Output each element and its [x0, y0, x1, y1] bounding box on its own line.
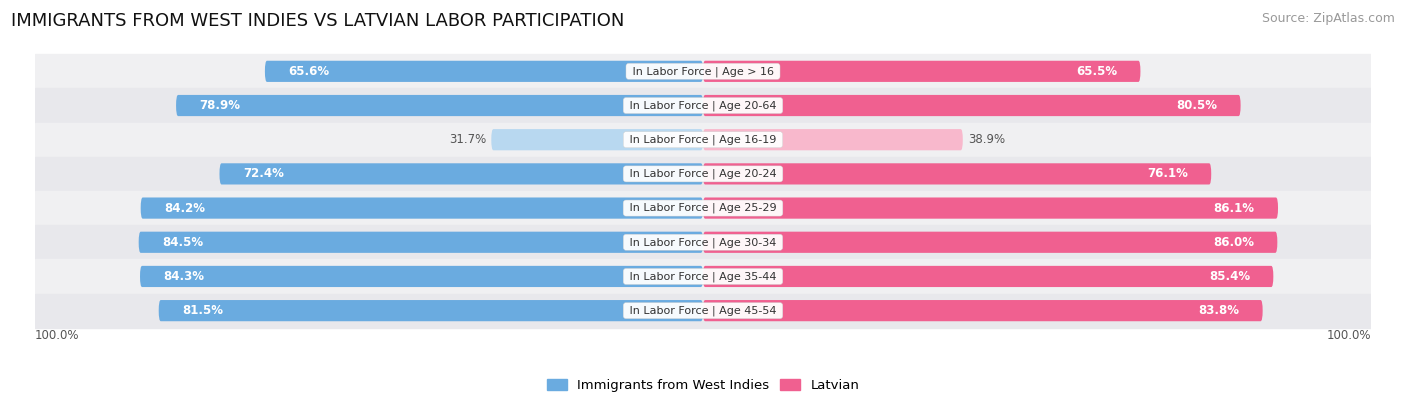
FancyBboxPatch shape: [703, 163, 1211, 184]
Text: In Labor Force | Age 20-24: In Labor Force | Age 20-24: [626, 169, 780, 179]
Text: 65.5%: 65.5%: [1076, 65, 1118, 78]
FancyBboxPatch shape: [703, 95, 1240, 116]
Text: 100.0%: 100.0%: [1326, 329, 1371, 342]
Text: 84.5%: 84.5%: [162, 236, 202, 249]
Text: In Labor Force | Age 25-29: In Labor Force | Age 25-29: [626, 203, 780, 213]
FancyBboxPatch shape: [703, 61, 1140, 82]
Text: 76.1%: 76.1%: [1147, 167, 1188, 181]
Text: Source: ZipAtlas.com: Source: ZipAtlas.com: [1261, 12, 1395, 25]
Text: 72.4%: 72.4%: [243, 167, 284, 181]
Text: 84.2%: 84.2%: [165, 201, 205, 214]
FancyBboxPatch shape: [264, 61, 703, 82]
Text: In Labor Force | Age 45-54: In Labor Force | Age 45-54: [626, 305, 780, 316]
Text: 83.8%: 83.8%: [1198, 304, 1239, 317]
FancyBboxPatch shape: [139, 232, 703, 253]
Bar: [35, 54, 1371, 88]
FancyBboxPatch shape: [159, 300, 703, 321]
Bar: [35, 225, 1371, 260]
Text: In Labor Force | Age 20-64: In Labor Force | Age 20-64: [626, 100, 780, 111]
FancyBboxPatch shape: [141, 198, 703, 219]
Text: In Labor Force | Age 35-44: In Labor Force | Age 35-44: [626, 271, 780, 282]
Text: In Labor Force | Age 30-34: In Labor Force | Age 30-34: [626, 237, 780, 248]
Bar: [35, 260, 1371, 293]
Text: 38.9%: 38.9%: [969, 133, 1005, 146]
Text: IMMIGRANTS FROM WEST INDIES VS LATVIAN LABOR PARTICIPATION: IMMIGRANTS FROM WEST INDIES VS LATVIAN L…: [11, 12, 624, 30]
Text: 86.1%: 86.1%: [1213, 201, 1254, 214]
Text: In Labor Force | Age > 16: In Labor Force | Age > 16: [628, 66, 778, 77]
Text: 31.7%: 31.7%: [449, 133, 486, 146]
Bar: [35, 293, 1371, 328]
FancyBboxPatch shape: [219, 163, 703, 184]
FancyBboxPatch shape: [176, 95, 703, 116]
FancyBboxPatch shape: [703, 129, 963, 150]
Text: 86.0%: 86.0%: [1213, 236, 1254, 249]
Text: 78.9%: 78.9%: [200, 99, 240, 112]
FancyBboxPatch shape: [703, 300, 1263, 321]
Bar: [35, 191, 1371, 225]
Text: 85.4%: 85.4%: [1209, 270, 1250, 283]
FancyBboxPatch shape: [703, 232, 1277, 253]
Text: 81.5%: 81.5%: [181, 304, 224, 317]
Bar: [35, 122, 1371, 157]
Text: 65.6%: 65.6%: [288, 65, 329, 78]
FancyBboxPatch shape: [703, 198, 1278, 219]
FancyBboxPatch shape: [491, 129, 703, 150]
Text: 80.5%: 80.5%: [1177, 99, 1218, 112]
Legend: Immigrants from West Indies, Latvian: Immigrants from West Indies, Latvian: [541, 374, 865, 395]
Bar: [35, 157, 1371, 191]
FancyBboxPatch shape: [141, 266, 703, 287]
Text: 84.3%: 84.3%: [163, 270, 204, 283]
Text: In Labor Force | Age 16-19: In Labor Force | Age 16-19: [626, 134, 780, 145]
FancyBboxPatch shape: [703, 266, 1274, 287]
Bar: [35, 88, 1371, 122]
Text: 100.0%: 100.0%: [35, 329, 80, 342]
